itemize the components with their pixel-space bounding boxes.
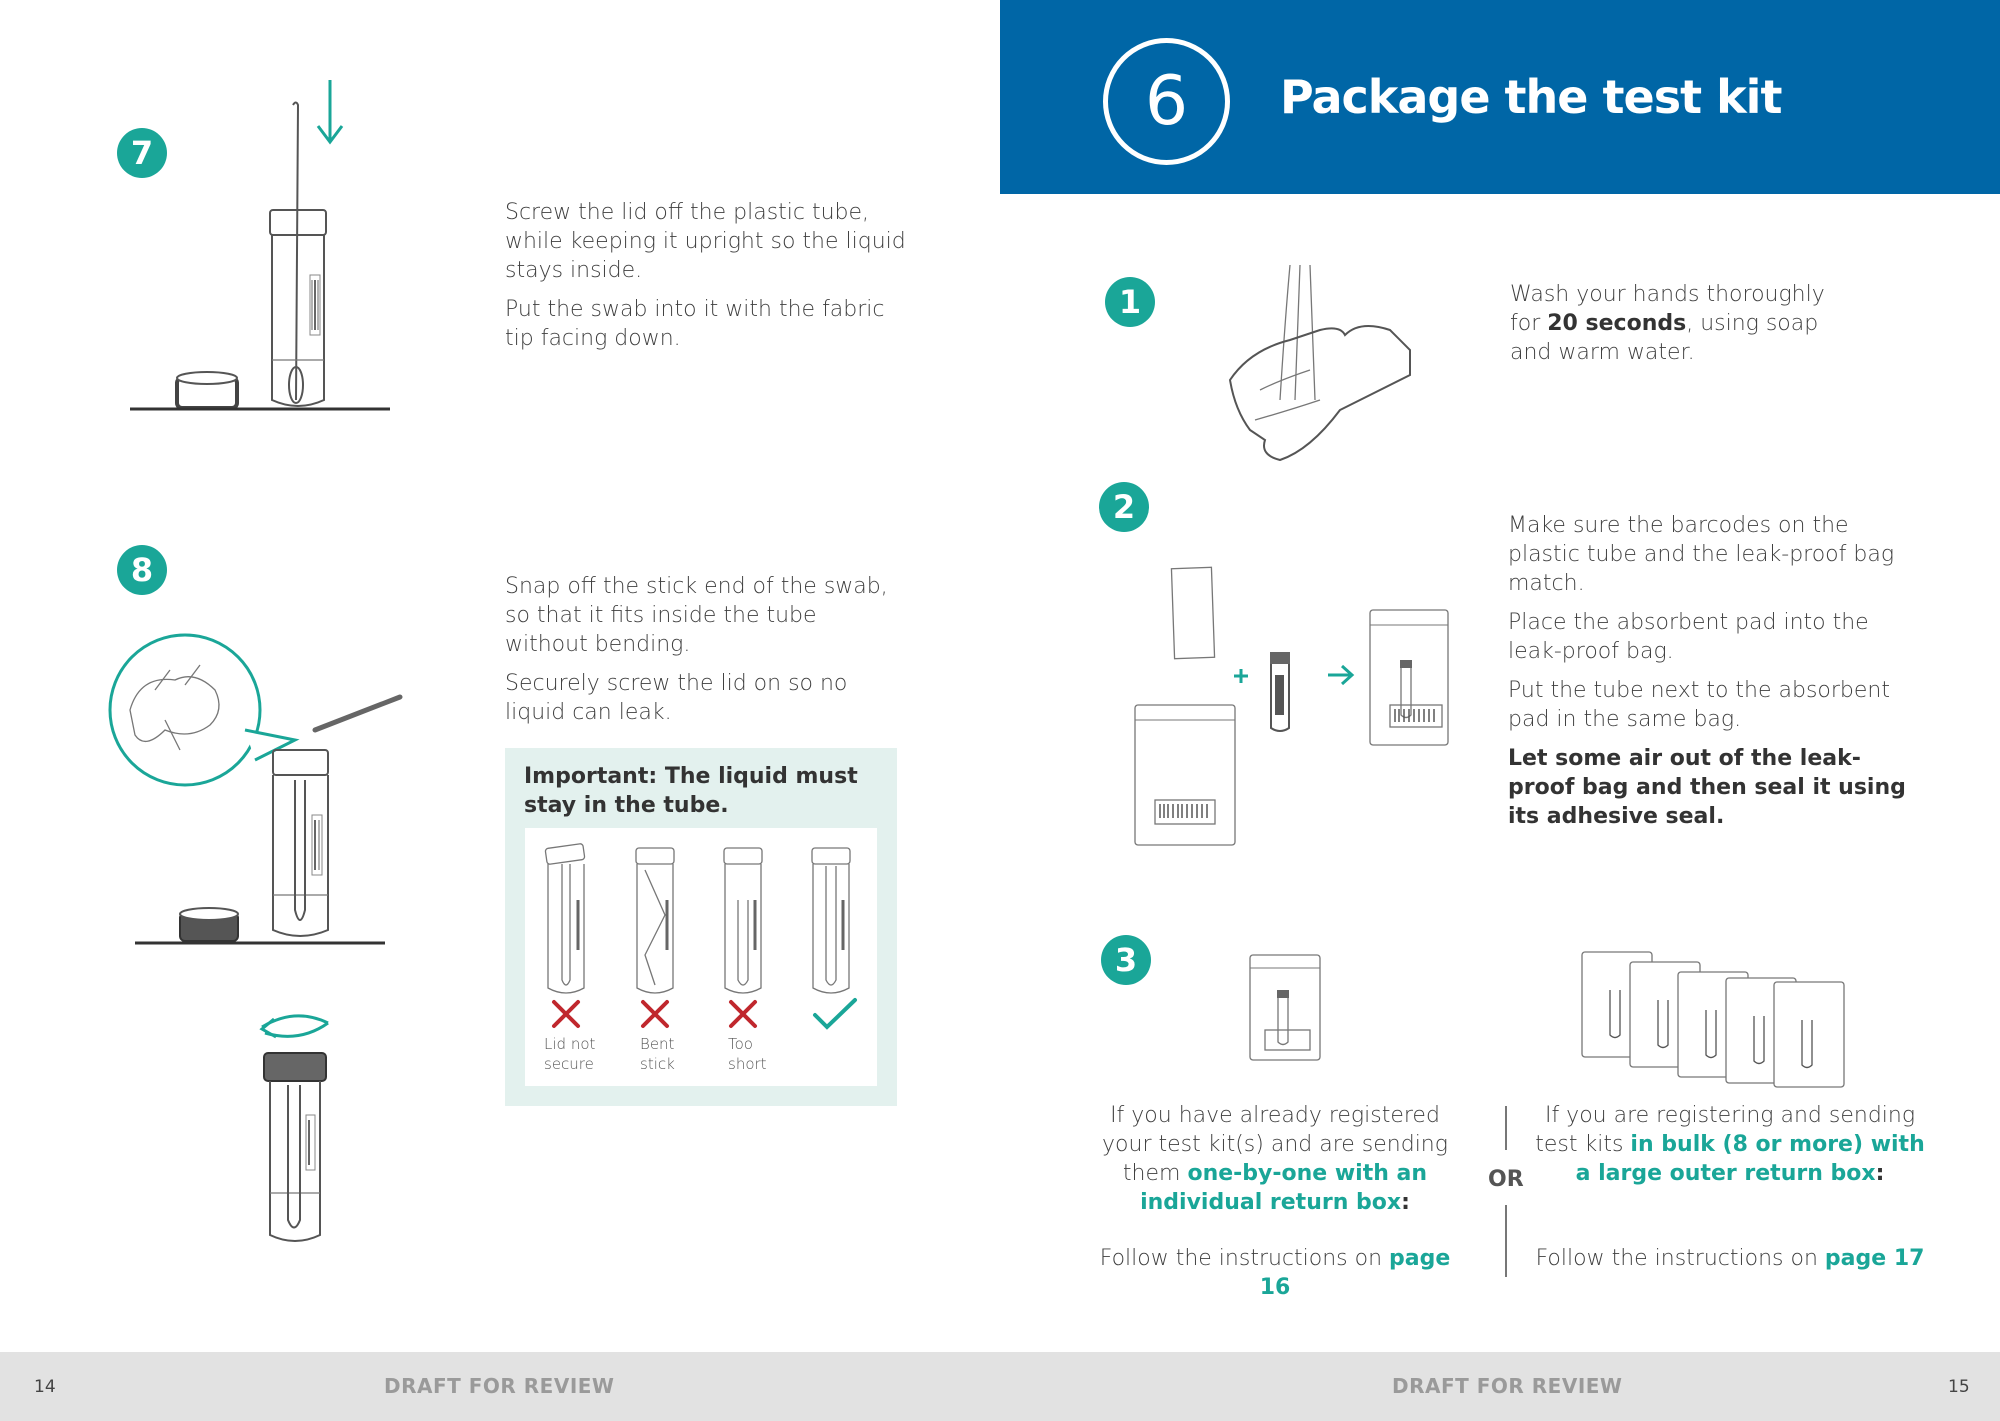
or-divider-top: [1505, 1106, 1507, 1150]
option-a-colon: :: [1401, 1190, 1410, 1215]
step-1-text-pre: Wash your hands thoroughly for: [1510, 282, 1825, 336]
important-title: Important: The liquid must stay in the t…: [524, 764, 858, 818]
closed-tube-illustration: [259, 1014, 329, 1242]
step-2-paragraph-2: Place the absorbent pad into the leak-pr…: [1508, 610, 1869, 664]
single-bag-illustration: [1249, 954, 1321, 1061]
tube-lid-not-secure: [544, 843, 586, 994]
package-step-1-text: Wash your hands thoroughly for 20 second…: [1510, 280, 1840, 367]
package-step-2-badge: 2: [1099, 482, 1149, 532]
option-a-pre: If you have already registered your test…: [1102, 1103, 1448, 1186]
step-8-badge: 8: [117, 545, 167, 595]
option-b-pre: If you are registering and sending test …: [1535, 1103, 1916, 1157]
or-divider-bottom: [1505, 1205, 1507, 1277]
package-step-2-text: Make sure the barcodes on the plastic tu…: [1508, 511, 1908, 841]
bulk-bags-illustration: [1581, 951, 1845, 1088]
hand-washing-illustration: [1228, 264, 1411, 462]
step-8-snap-illustration: [108, 633, 403, 945]
step-8-paragraph-2: Securely screw the lid on so no liquid c…: [505, 671, 848, 725]
option-b-follow: Follow the instructions on page 17: [1530, 1244, 1930, 1273]
tube-correct: [811, 847, 851, 994]
step-7-tube-illustration: [130, 80, 390, 411]
label-lid-not-secure: Lid not secure: [544, 1035, 596, 1073]
step-2-paragraph-3: Put the tube next to the absorbent pad i…: [1508, 678, 1890, 732]
page-number-left: 14: [34, 1377, 56, 1397]
step-2-bold-paragraph: Let some air out of the leak-proof bag a…: [1508, 746, 1906, 829]
tube-bent-stick: [635, 847, 675, 994]
bag-packing-illustration: [1134, 566, 1449, 846]
option-b-text: If you are registering and sending test …: [1530, 1101, 1930, 1188]
step-7-paragraph-2: Put the swab into it with the fabric tip…: [505, 297, 885, 351]
step-1-text-bold: 20 seconds: [1547, 311, 1687, 336]
draft-label-left: DRAFT FOR REVIEW: [384, 1374, 615, 1398]
step-2-paragraph-1: Make sure the barcodes on the plastic tu…: [1508, 513, 1895, 596]
option-a-follow: Follow the instructions on page 16: [1085, 1244, 1465, 1302]
footer-bar: [0, 1352, 2000, 1421]
page-number-right: 15: [1948, 1377, 1970, 1397]
section-number: 6: [1103, 38, 1230, 165]
option-a-follow-text: Follow the instructions on: [1099, 1246, 1390, 1271]
option-b-highlight: in bulk (8 or more) with a large outer r…: [1575, 1132, 1925, 1186]
label-too-short: Too short: [728, 1035, 767, 1073]
tube-examples-illustration: [544, 843, 857, 1030]
step-8-text: Snap off the stick end of the swab, so t…: [505, 572, 905, 737]
page-17-link[interactable]: page 17: [1824, 1246, 1925, 1271]
step-7-badge: 7: [117, 128, 167, 178]
step-1-text-post: , using soap and warm water.: [1510, 311, 1819, 365]
package-step-3-badge: 3: [1101, 935, 1151, 985]
or-label: OR: [1488, 1167, 1524, 1192]
option-b-follow-text: Follow the instructions on: [1535, 1246, 1825, 1271]
tube-too-short: [723, 847, 763, 994]
option-b-colon: :: [1875, 1161, 1885, 1186]
label-bent-stick: Bent stick: [640, 1035, 675, 1073]
draft-label-right: DRAFT FOR REVIEW: [1392, 1374, 1623, 1398]
page-16-link[interactable]: page 16: [1259, 1246, 1451, 1300]
step-7-text: Screw the lid off the plastic tube, whil…: [505, 198, 915, 363]
option-a-text: If you have already registered your test…: [1085, 1101, 1465, 1217]
option-a-highlight: one-by-one with an individual return box: [1140, 1161, 1428, 1215]
package-step-1-badge: 1: [1105, 277, 1155, 327]
step-8-paragraph-1: Snap off the stick end of the swab, so t…: [505, 574, 888, 657]
step-7-paragraph-1: Screw the lid off the plastic tube, whil…: [505, 200, 906, 283]
section-title: Package the test kit: [1280, 70, 1782, 124]
